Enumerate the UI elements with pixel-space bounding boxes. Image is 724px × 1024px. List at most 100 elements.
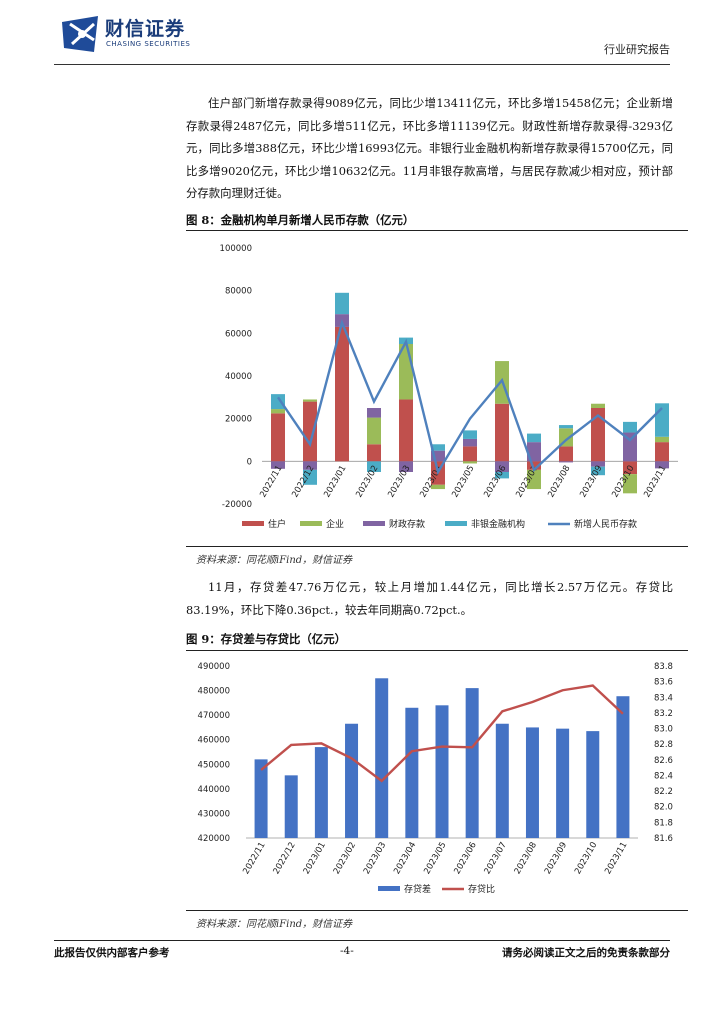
bar-segment (271, 461, 285, 469)
legend-label: 住户 (268, 518, 286, 530)
bar-segment (303, 469, 317, 485)
bar-segment (271, 409, 285, 414)
x-tick-label: 2022/11 (258, 464, 284, 500)
footer-disclaimer-left: 此报告仅供内部客户参考 (54, 947, 170, 959)
y2-tick-label: 82.0 (654, 803, 673, 813)
bar-loan-deposit-gap (465, 688, 479, 838)
bar-segment (623, 421, 637, 433)
bar-loan-deposit-gap (586, 731, 600, 838)
bar-segment (271, 394, 285, 410)
y2-tick-label: 83.2 (654, 709, 673, 719)
bar-segment (303, 461, 317, 470)
bar-segment (335, 292, 349, 315)
bar-segment (463, 461, 477, 464)
chasing-securities-logo (62, 16, 98, 52)
page-header: 财信证券 CHASING SECURITIES 行业研究报告 (0, 0, 724, 70)
figure-8-title: 图 8：金融机构单月新增人民币存款（亿元） (186, 213, 415, 227)
figure-8-bottom-rule (186, 546, 688, 547)
bar-segment (559, 446, 573, 462)
y2-tick-label: 83.8 (654, 662, 673, 672)
bar-loan-deposit-gap (254, 759, 268, 838)
legend-swatch (242, 521, 264, 526)
x-tick-label: 2023/03 (362, 841, 388, 877)
header-divider (54, 64, 670, 65)
y-tick-label: 40000 (225, 372, 252, 382)
y2-tick-label: 82.6 (654, 756, 673, 766)
page-number: -4- (340, 945, 354, 957)
y2-tick-label: 83.6 (654, 678, 673, 688)
bar-segment (655, 436, 669, 443)
legend-label: 新增人民币存款 (574, 518, 637, 530)
bar-segment (335, 326, 349, 462)
y-tick-label: 460000 (198, 736, 230, 746)
bar-segment (431, 484, 445, 490)
legend-label: 非银金融机构 (471, 518, 525, 530)
brand-name-en: CHASING SECURITIES (106, 40, 191, 48)
y-tick-label: 480000 (198, 687, 230, 697)
x-tick-label: 2023/11 (642, 464, 668, 500)
bar-loan-deposit-gap (556, 728, 570, 838)
bar-segment (495, 403, 509, 462)
bar-segment (431, 444, 445, 451)
deposit-chart: -20000 0 20000 40000 60000 80000 100000 2022/11… (220, 244, 678, 530)
bar-loan-deposit-gap (525, 727, 539, 838)
y2-tick-label: 81.8 (654, 818, 673, 828)
x-tick-label: 2023/05 (422, 841, 448, 877)
y-tick-label: 100000 (220, 244, 252, 254)
x-tick-label: 2023/11 (603, 841, 629, 877)
bar-segment (527, 461, 541, 470)
y-tick-label: 420000 (198, 834, 230, 844)
x-tick-label: 2023/04 (392, 841, 418, 877)
bar-loan-deposit-gap (616, 696, 630, 838)
bar-segment (527, 469, 541, 490)
line-series-new-deposits (277, 318, 663, 476)
bar-segment (399, 461, 413, 472)
bar-loan-deposit-gap (405, 707, 419, 838)
y2-tick-label: 83.4 (654, 693, 673, 703)
y-tick-label: 60000 (225, 329, 252, 339)
x-tick-label: 2023/10 (573, 841, 599, 877)
y-tick-label: 470000 (198, 711, 230, 721)
legend-swatch (300, 521, 322, 526)
figure-9-bottom-rule (186, 910, 688, 911)
x-tick-label: 2023/02 (332, 841, 358, 877)
bar-segment (591, 466, 605, 476)
bar-segment (431, 450, 445, 462)
bar-segment (367, 417, 381, 445)
legend-label: 财政存款 (389, 518, 425, 530)
bar-segment (495, 461, 509, 472)
y-tick-label: 0 (247, 457, 252, 467)
bar-segment (655, 442, 669, 462)
y2-tick-label: 82.8 (654, 740, 673, 750)
bar-segment (303, 399, 317, 402)
footer-disclaimer-right: 请务必阅读正文之后的免责条款部分 (502, 947, 670, 959)
legend-swatch (378, 886, 400, 891)
bar-segment (495, 472, 509, 479)
y-tick-label: 440000 (198, 785, 230, 795)
bar-segment (623, 461, 637, 475)
legend-swatch (445, 521, 467, 526)
y-tick-label: 430000 (198, 809, 230, 819)
x-tick-label: 2023/01 (322, 464, 348, 500)
bar-segment (303, 401, 317, 462)
figure-9-title: 图 9：存贷差与存贷比（亿元） (186, 632, 346, 646)
legend-swatch (363, 521, 385, 526)
bar-segment (367, 461, 381, 472)
bar-segment (463, 430, 477, 439)
bar-segment (463, 446, 477, 462)
y2-tick-label: 83.0 (654, 725, 673, 735)
figure-8-source: 资料来源：同花顺iFind，财信证券 (196, 555, 353, 566)
bar-segment (367, 444, 381, 462)
y2-tick-label: 82.2 (654, 787, 673, 797)
bar-segment (559, 461, 573, 463)
loan-deposit-chart: 420000 430000 440000 450000 460000 470000 4800… (198, 662, 673, 895)
y2-tick-label: 82.4 (654, 771, 673, 781)
line-series-loan-deposit-ratio (260, 684, 624, 783)
y2-tick-label: 81.6 (654, 834, 673, 844)
brand-name: 财信证券 (105, 18, 186, 40)
bar-segment (655, 461, 669, 469)
bar-segment (559, 425, 573, 429)
bar-loan-deposit-gap (375, 678, 389, 838)
x-tick-label: 2022/11 (241, 841, 267, 877)
y-tick-label: -20000 (222, 500, 252, 510)
